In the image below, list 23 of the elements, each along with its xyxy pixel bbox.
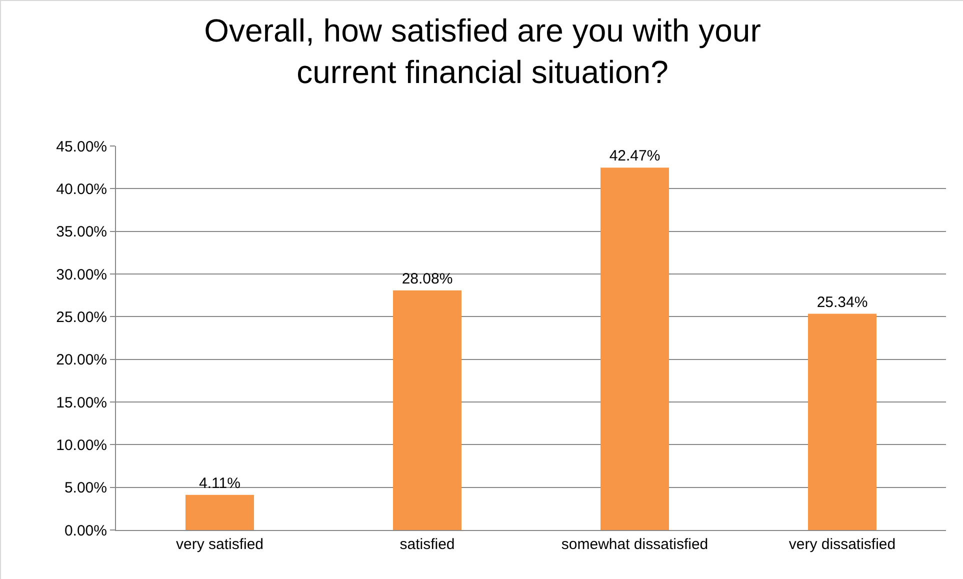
y-tick-label: 10.00% <box>56 436 107 454</box>
x-tick-label: very dissatisfied <box>788 536 896 553</box>
bar <box>186 494 254 530</box>
data-label: 42.47% <box>609 148 660 165</box>
bar <box>808 314 876 530</box>
y-tick-label: 15.00% <box>56 394 107 412</box>
bar <box>600 168 669 530</box>
data-label: 25.34% <box>816 294 868 311</box>
chart-title: Overall, how satisfied are you with your current financial situation? <box>204 12 762 90</box>
y-tick-label: 35.00% <box>56 224 107 241</box>
y-tick-label: 20.00% <box>56 352 107 369</box>
x-tick-label: satisfied <box>400 536 455 553</box>
data-label: 28.08% <box>402 270 453 288</box>
y-tick-label: 45.00% <box>56 138 107 156</box>
y-tick-label: 0.00% <box>64 522 107 540</box>
y-tick-label: 25.00% <box>56 308 107 326</box>
y-tick-label: 40.00% <box>56 180 107 198</box>
data-label: 4.11% <box>199 474 240 492</box>
bar <box>393 290 462 530</box>
y-tick-label: 30.00% <box>56 266 107 284</box>
x-tick-label: somewhat dissatisfied <box>561 536 708 553</box>
y-tick-label: 5.00% <box>64 480 107 497</box>
x-tick-label: very satisfied <box>176 536 264 553</box>
